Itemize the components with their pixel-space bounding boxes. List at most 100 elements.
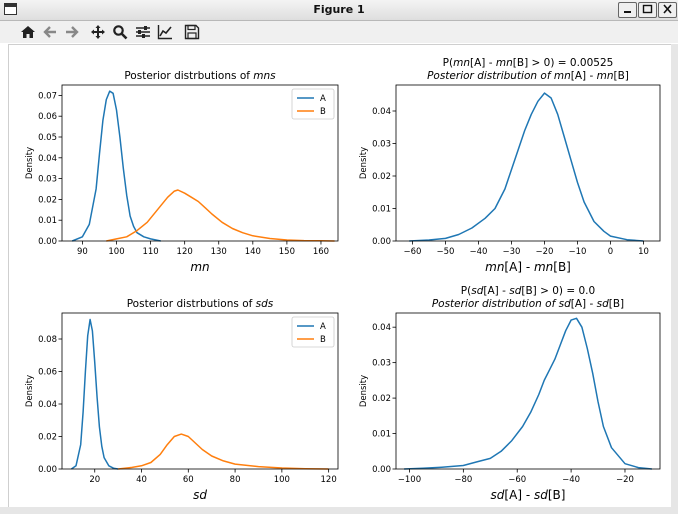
x-tick-label: −20 [616, 475, 634, 485]
axes-frame [395, 84, 661, 242]
x-tick-label: 60 [183, 475, 194, 485]
y-tick-label: 0.01 [372, 205, 391, 215]
maximize-icon [642, 4, 653, 14]
configure-subplots-icon [136, 26, 150, 38]
y-axis-label: Density [359, 147, 369, 179]
subplot-title: Posterior distribution of sd[A] - sd[B] [432, 298, 624, 310]
x-tick-label: −100 [398, 475, 421, 485]
y-tick-label: 0.05 [38, 133, 57, 143]
y-tick-label: 0.03 [372, 359, 391, 369]
probability-annotation: P(sd[A] - sd[B] > 0) = 0.0 [461, 285, 595, 297]
probability-annotation: P(mn[A] - mn[B] > 0) = 0.00525 [443, 57, 614, 69]
legend: AB [291, 88, 335, 120]
home-icon [21, 26, 35, 38]
y-tick-label: 0.07 [38, 91, 57, 101]
x-tick-label: 130 [211, 247, 227, 257]
x-tick-label: 10 [638, 247, 649, 257]
x-tick-label: −40 [470, 247, 488, 257]
x-tick-label: 140 [245, 247, 261, 257]
y-tick-label: 0.04 [372, 107, 391, 117]
back-arrow-icon [43, 26, 56, 38]
series-line-a [70, 318, 119, 470]
axes-frame [61, 312, 339, 470]
y-tick-label: 0.04 [38, 400, 57, 410]
x-tick-label: 100 [108, 247, 124, 257]
y-tick-label: 0.02 [372, 394, 391, 404]
x-axis-label: mn[A] - mn[B] [485, 260, 571, 274]
minimize-button[interactable] [618, 2, 637, 18]
x-tick-label: 110 [142, 247, 158, 257]
series-line-b [106, 189, 335, 242]
y-tick-label: 0.06 [38, 112, 57, 122]
x-tick-label: −10 [569, 247, 587, 257]
y-tick-label: 0.03 [38, 175, 57, 185]
x-axis-label: sd [193, 488, 207, 502]
x-axis-label: sd[A] - sd[B] [491, 488, 566, 502]
y-tick-label: 0.00 [372, 237, 391, 247]
zoom-button[interactable] [110, 23, 130, 41]
y-axis-label: Density [25, 147, 35, 179]
x-axis-label: mn [190, 260, 209, 274]
y-axis-label: Density [25, 375, 35, 407]
configure-subplots-button[interactable] [133, 23, 153, 41]
subplot-4: −100 −80 −60 −40 −20 0.00 0.01 0.02 0.03 0.04 sd[A… [359, 285, 661, 502]
forward-arrow-icon [66, 26, 79, 38]
legend-box [291, 88, 335, 120]
y-tick-label: 0.04 [372, 323, 391, 333]
window-edge-right [671, 44, 678, 514]
maximize-button[interactable] [638, 2, 657, 18]
series-line-diff [409, 92, 644, 242]
home-button[interactable] [18, 23, 38, 41]
x-tick-label: 120 [177, 247, 193, 257]
y-tick-label: 0.02 [372, 172, 391, 182]
y-tick-label: 0.06 [38, 368, 57, 378]
zoom-magnifier-icon [113, 25, 128, 40]
save-floppy-icon [184, 24, 200, 40]
legend: AB [291, 316, 335, 348]
legend-box [291, 316, 335, 348]
navigation-toolbar [0, 21, 678, 43]
legend-label-b: B [320, 335, 326, 345]
y-tick-label: 0.01 [38, 216, 57, 226]
x-tick-label: 90 [77, 247, 88, 257]
y-tick-label: 0.01 [372, 430, 391, 440]
window-title: Figure 1 [313, 3, 365, 16]
x-tick-label: 40 [136, 475, 147, 485]
x-tick-label: −30 [503, 247, 521, 257]
subplot-2: −60 −50 −40 −30 −20 −10 0 10 0.00 0.01 0.02 0.03 0.0… [359, 57, 661, 274]
x-tick-label: 20 [89, 475, 100, 485]
x-tick-label: −60 [508, 475, 526, 485]
legend-label-b: B [320, 107, 326, 117]
legend-label-a: A [320, 94, 326, 104]
series-line-diff [404, 317, 652, 470]
close-button[interactable] [658, 2, 677, 18]
close-icon [663, 4, 672, 14]
y-tick-label: 0.02 [38, 433, 57, 443]
y-tick-label: 0.00 [38, 465, 57, 475]
save-figure-button[interactable] [182, 23, 202, 41]
y-tick-label: 0.02 [38, 195, 57, 205]
window-edge-bottom [0, 507, 678, 514]
x-tick-label: −80 [454, 475, 472, 485]
minimize-icon [624, 11, 631, 13]
axes-frame [61, 84, 339, 242]
edit-axis-button[interactable] [155, 23, 175, 41]
x-tick-label: −60 [404, 247, 422, 257]
x-tick-label: −40 [562, 475, 580, 485]
forward-button[interactable] [62, 23, 82, 41]
y-tick-label: 0.03 [372, 140, 391, 150]
subplot-title: Posterior distrbutions of mns [124, 70, 276, 82]
x-tick-label: 120 [321, 475, 337, 485]
window-titlebar: Figure 1 [0, 0, 678, 21]
subplot-3: 20 40 60 80 100 120 0.00 0.02 0.04 0.06 0.08 sd Dens… [25, 298, 339, 502]
series-line-b [118, 433, 329, 470]
back-button[interactable] [40, 23, 60, 41]
legend-label-a: A [320, 322, 326, 332]
subplot-title: Posterior distribution of mn[A] - mn[B] [427, 70, 629, 82]
x-tick-label: −20 [536, 247, 554, 257]
x-tick-label: −50 [437, 247, 455, 257]
y-tick-label: 0.00 [38, 237, 57, 247]
app-window-icon [4, 3, 17, 15]
pan-button[interactable] [88, 23, 108, 41]
edit-axis-lines-icon [157, 25, 172, 40]
